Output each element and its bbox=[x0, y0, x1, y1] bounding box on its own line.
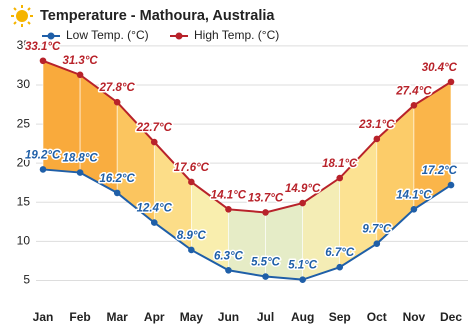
legend-label: High Temp. (°C) bbox=[194, 28, 279, 42]
data-label: 6.3°C bbox=[214, 250, 244, 262]
data-label: 17.2°C bbox=[422, 165, 458, 177]
data-label: 27.4°C bbox=[395, 85, 432, 97]
y-tick-label: 5 bbox=[23, 273, 30, 287]
data-label: 8.9°C bbox=[177, 230, 207, 242]
point bbox=[225, 266, 232, 274]
series-line bbox=[42, 168, 452, 281]
point bbox=[299, 199, 306, 207]
y-tick-label: 10 bbox=[17, 234, 31, 248]
point bbox=[262, 273, 269, 280]
data-label: 14.1°C bbox=[396, 189, 432, 201]
data-label: 16.2°C bbox=[100, 173, 136, 185]
chart-title: Temperature - Mathoura, Australia bbox=[40, 8, 275, 24]
data-label: 22.7°C bbox=[136, 122, 173, 134]
point bbox=[410, 102, 418, 109]
sun-icon bbox=[11, 5, 33, 27]
legend-marker bbox=[175, 32, 183, 40]
point bbox=[76, 71, 84, 79]
point bbox=[336, 174, 344, 182]
data-label: 14.1°C bbox=[211, 189, 247, 201]
x-tick-label: Aug bbox=[291, 310, 314, 324]
data-label: 31.3°C bbox=[62, 55, 98, 67]
point bbox=[39, 166, 47, 173]
point bbox=[262, 209, 269, 216]
point bbox=[447, 181, 455, 189]
data-label: 18.8°C bbox=[62, 153, 98, 165]
point bbox=[113, 189, 121, 197]
point bbox=[225, 206, 232, 213]
data-label: 13.7°C bbox=[248, 192, 284, 204]
x-tick-label: Jul bbox=[257, 310, 274, 324]
y-tick-label: 30 bbox=[17, 77, 31, 91]
x-tick-label: Sep bbox=[329, 310, 351, 324]
y-tick-label: 35 bbox=[17, 38, 31, 52]
series-line bbox=[42, 59, 452, 214]
x-tick-label: May bbox=[180, 310, 204, 324]
data-label: 17.6°C bbox=[174, 162, 210, 174]
data-label: 33.1°C bbox=[25, 41, 61, 53]
x-tick-label: Apr bbox=[144, 310, 165, 324]
x-tick-label: Dec bbox=[440, 310, 462, 324]
legend-marker bbox=[47, 32, 55, 40]
data-label: 5.1°C bbox=[288, 260, 318, 272]
data-label: 30.4°C bbox=[422, 62, 458, 74]
data-label: 14.9°C bbox=[285, 183, 321, 195]
x-tick-label: Nov bbox=[403, 310, 426, 324]
data-label: 18.1°C bbox=[322, 158, 358, 170]
point bbox=[113, 98, 121, 106]
data-label: 27.8°C bbox=[99, 82, 136, 94]
point bbox=[76, 169, 84, 176]
data-label: 12.4°C bbox=[137, 203, 173, 215]
x-tick-label: Mar bbox=[107, 310, 129, 324]
point bbox=[299, 276, 306, 283]
point bbox=[39, 57, 47, 65]
data-label: 6.7°C bbox=[325, 247, 355, 259]
legend-label: Low Temp. (°C) bbox=[66, 28, 149, 42]
point bbox=[373, 135, 381, 143]
x-tick-label: Jun bbox=[218, 310, 239, 324]
data-label: 5.5°C bbox=[251, 257, 281, 269]
data-label: 19.2°C bbox=[25, 149, 61, 161]
point bbox=[188, 246, 195, 254]
y-tick-label: 15 bbox=[17, 194, 31, 208]
point bbox=[188, 178, 195, 186]
point bbox=[336, 263, 344, 271]
y-tick-label: 25 bbox=[17, 116, 31, 130]
y-tick-label: 20 bbox=[17, 155, 31, 169]
point bbox=[150, 138, 158, 146]
x-tick-label: Jan bbox=[33, 310, 54, 324]
point bbox=[410, 206, 418, 213]
point bbox=[447, 78, 455, 86]
x-tick-label: Feb bbox=[69, 310, 90, 324]
point bbox=[150, 219, 158, 226]
x-tick-label: Oct bbox=[367, 310, 387, 324]
data-label: 9.7°C bbox=[362, 224, 392, 236]
data-label: 23.1°C bbox=[358, 119, 395, 131]
point bbox=[373, 240, 381, 248]
